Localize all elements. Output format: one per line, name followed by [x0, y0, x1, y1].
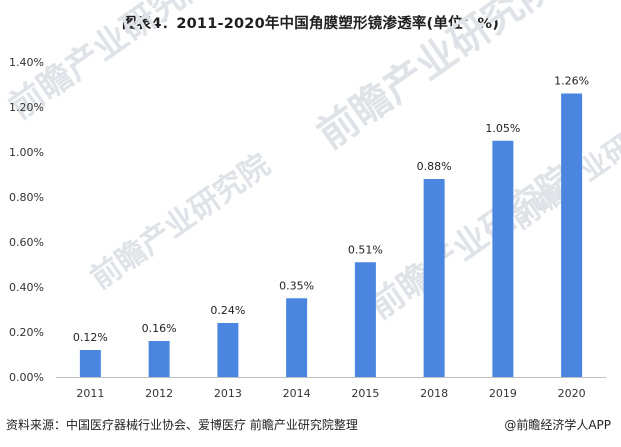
x-tick-label: 2018: [420, 387, 448, 400]
y-tick-label: 1.00%: [9, 146, 44, 159]
x-axis: 2011 2012 2013 2014 2015 2018 2019 2020: [76, 387, 585, 400]
source-note: 资料来源：中国医疗器械行业协会、爱博医疗 前瞻产业研究院整理: [6, 418, 358, 432]
x-tick-label: 2012: [145, 387, 173, 400]
bar-2020: [561, 93, 583, 377]
bar-2012: [148, 341, 170, 377]
x-tick-label: 2013: [214, 387, 242, 400]
y-tick-label: 0.00%: [9, 371, 44, 384]
y-tick-label: 1.20%: [9, 101, 44, 114]
bar-2019: [492, 140, 514, 377]
bar-2014: [286, 298, 308, 377]
y-tick-label: 0.20%: [9, 326, 44, 339]
brand-credit: @前瞻经济学人APP: [504, 418, 611, 432]
bar-2018: [423, 179, 445, 377]
x-tick-label: 2020: [558, 387, 586, 400]
x-tick-label: 2014: [283, 387, 311, 400]
y-axis: 0.00% 0.20% 0.40% 0.60% 0.80% 1.00% 1.20% 1.40%: [9, 56, 44, 384]
bar-2011: [79, 350, 101, 377]
y-tick-label: 0.40%: [9, 281, 44, 294]
y-tick-label: 0.80%: [9, 191, 44, 204]
y-tick-label: 0.60%: [9, 236, 44, 249]
watermark-text: 前瞻产业研究院: [85, 147, 277, 296]
data-label: 1.05%: [485, 122, 520, 135]
bar-2013: [217, 323, 239, 377]
data-label: 0.35%: [279, 279, 314, 292]
bar-2015: [354, 262, 376, 377]
data-label: 0.16%: [142, 322, 177, 335]
x-tick-label: 2019: [489, 387, 517, 400]
data-label: 0.12%: [73, 331, 108, 344]
chart-title: 图表4：2011-2020年中国角膜塑形镜渗透率(单位：%): [121, 16, 500, 32]
y-tick-label: 1.40%: [9, 56, 44, 69]
data-label: 1.26%: [554, 75, 589, 88]
data-label: 0.51%: [348, 243, 383, 256]
data-label: 0.88%: [417, 160, 452, 173]
x-tick-label: 2015: [351, 387, 379, 400]
watermark-text: 前瞻产业研究院: [309, 0, 565, 158]
x-tick-label: 2011: [76, 387, 104, 400]
data-label: 0.24%: [210, 304, 245, 317]
bars-group: 0.12% 0.16% 0.24% 0.35% 0.51% 0.88% 1.05% 1.26%: [73, 75, 589, 377]
